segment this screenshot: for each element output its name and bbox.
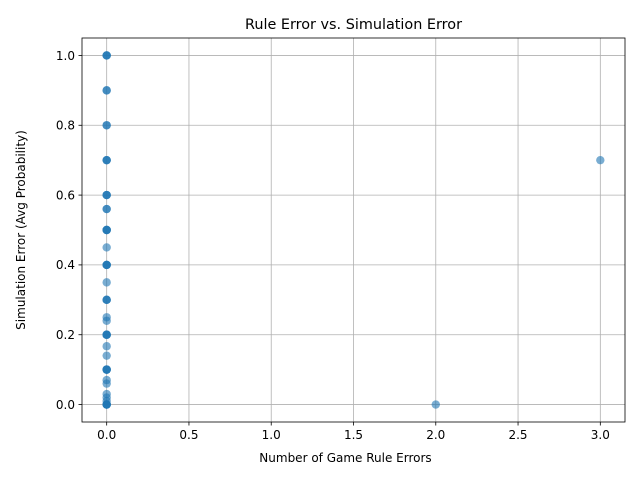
data-point xyxy=(102,342,111,351)
x-axis-ticks: 0.0 0.5 1.0 1.5 2.0 2.5 3.0 xyxy=(97,422,610,442)
data-point xyxy=(102,400,111,409)
data-point xyxy=(102,225,111,235)
x-tick-label: 0.0 xyxy=(97,428,116,442)
data-point xyxy=(596,155,605,165)
y-tick-label: 0.0 xyxy=(56,398,75,412)
data-point xyxy=(102,121,111,130)
data-point xyxy=(102,351,111,360)
data-point xyxy=(431,400,440,409)
chart-title: Rule Error vs. Simulation Error xyxy=(245,17,462,33)
data-points xyxy=(102,51,605,409)
y-tick-label: 0.4 xyxy=(56,258,75,272)
grid xyxy=(82,38,625,422)
data-point xyxy=(102,155,111,165)
data-point xyxy=(102,379,111,388)
y-tick-label: 0.2 xyxy=(56,328,75,342)
y-tick-label: 1.0 xyxy=(56,49,75,63)
x-tick-label: 2.5 xyxy=(508,428,527,442)
y-axis-ticks: 0.0 0.2 0.4 0.6 0.8 1.0 xyxy=(56,49,82,412)
data-point xyxy=(102,295,111,305)
data-point xyxy=(102,204,111,214)
data-point xyxy=(102,278,111,287)
y-axis-label: Simulation Error (Avg Probability) xyxy=(14,130,28,330)
x-tick-label: 1.5 xyxy=(344,428,363,442)
x-axis-label: Number of Game Rule Errors xyxy=(259,451,431,465)
data-point xyxy=(102,260,111,270)
x-tick-label: 3.0 xyxy=(591,428,610,442)
data-point xyxy=(102,190,111,200)
x-tick-label: 0.5 xyxy=(179,428,198,442)
x-tick-label: 2.0 xyxy=(426,428,445,442)
y-tick-label: 0.8 xyxy=(56,119,75,133)
data-point xyxy=(102,243,111,252)
data-point xyxy=(102,365,111,374)
data-point xyxy=(102,316,111,325)
data-point xyxy=(102,86,111,95)
data-point xyxy=(102,330,111,339)
y-tick-label: 0.6 xyxy=(56,188,75,202)
data-point xyxy=(102,51,111,60)
x-tick-label: 1.0 xyxy=(262,428,281,442)
